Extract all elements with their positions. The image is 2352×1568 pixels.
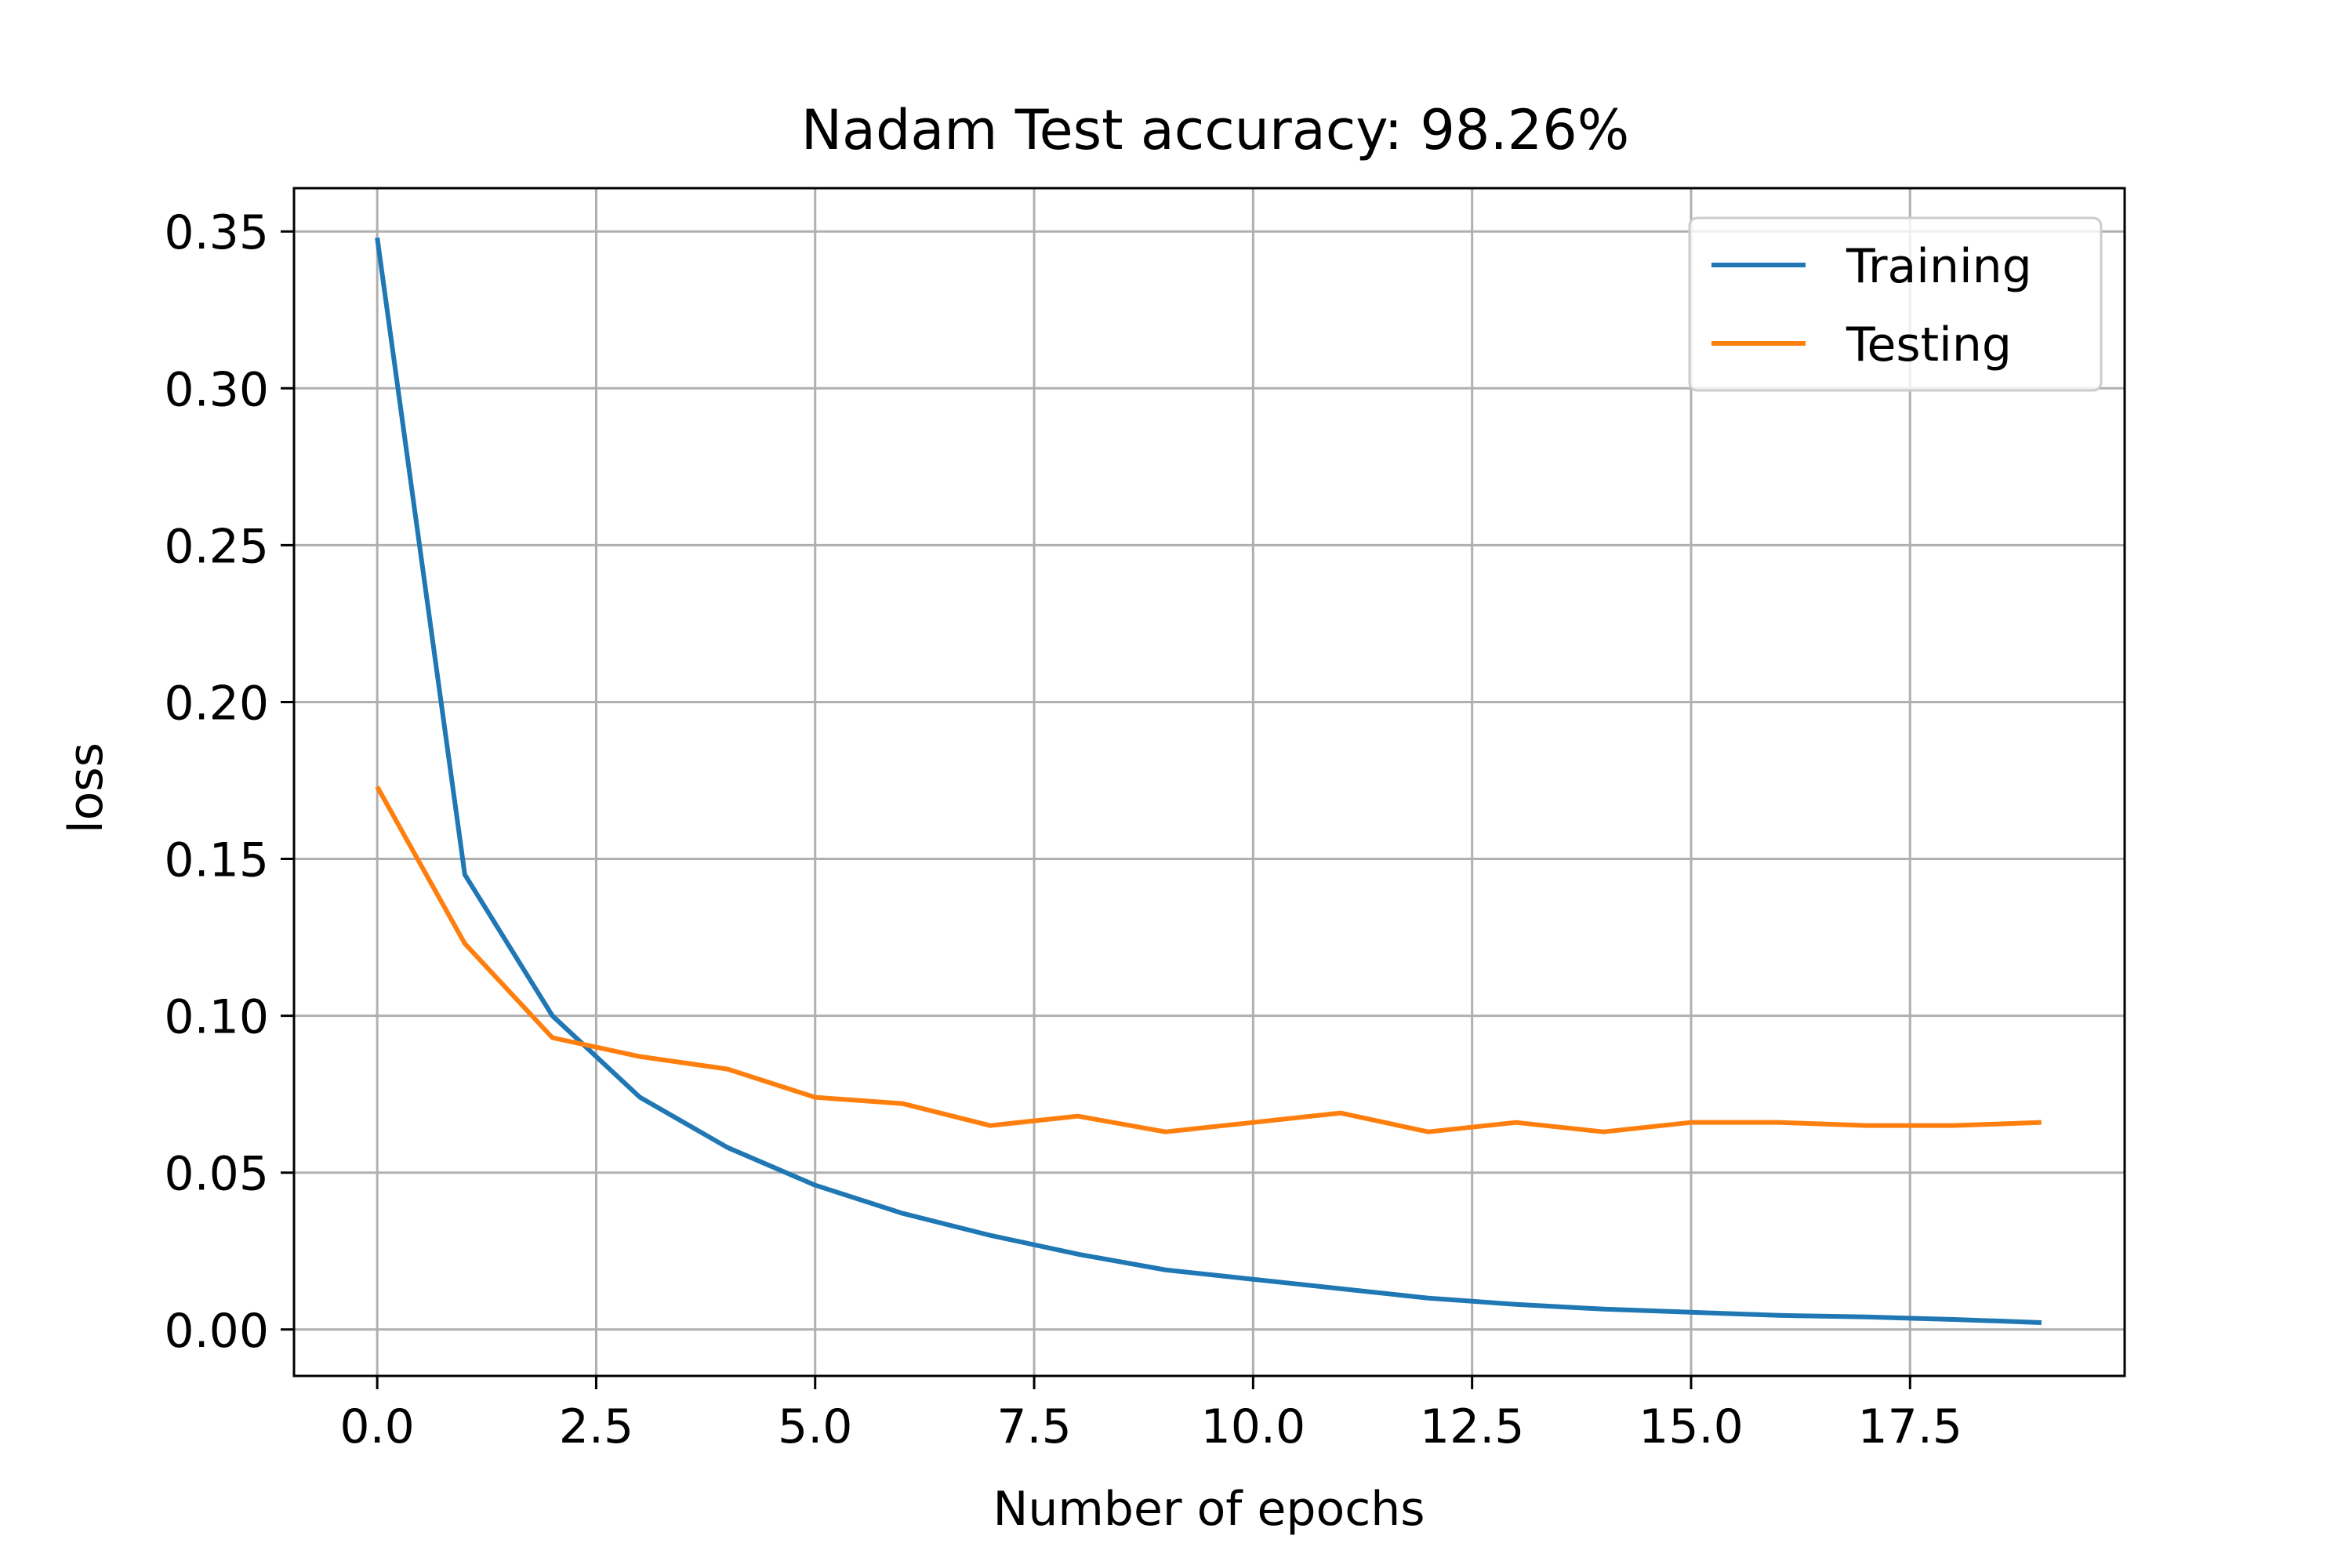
y-tick-label: 0.00 bbox=[164, 1304, 269, 1359]
x-axis-label: Number of epochs bbox=[993, 1482, 1425, 1537]
y-tick-label: 0.20 bbox=[164, 676, 269, 731]
x-tick-label: 12.5 bbox=[1420, 1399, 1525, 1454]
y-tick-label: 0.35 bbox=[164, 205, 269, 260]
legend: Training Testing bbox=[1688, 216, 2103, 392]
y-axis-label: loss bbox=[59, 742, 114, 833]
legend-label-training: Training bbox=[1846, 239, 2032, 294]
chart-title: Nadam Test accuracy: 98.26% bbox=[801, 98, 1630, 162]
x-tick-label: 0.0 bbox=[339, 1399, 414, 1454]
testing-series-line bbox=[375, 786, 2042, 1134]
training-series-line bbox=[375, 237, 2042, 1325]
x-tick-label: 2.5 bbox=[559, 1399, 633, 1454]
legend-box bbox=[1688, 216, 2103, 392]
y-tick-label: 0.30 bbox=[164, 362, 269, 417]
legend-label-testing: Testing bbox=[1846, 318, 2012, 372]
x-tick-label: 17.5 bbox=[1857, 1399, 1962, 1454]
y-tick-label: 0.10 bbox=[164, 990, 269, 1045]
x-tick-label: 5.0 bbox=[778, 1399, 852, 1454]
series-lines bbox=[375, 237, 2042, 1325]
x-tick-label: 15.0 bbox=[1639, 1399, 1744, 1454]
y-tick-label: 0.15 bbox=[164, 833, 269, 888]
y-tick-label: 0.25 bbox=[164, 519, 269, 574]
axis-ticks: 0.0 2.5 5.0 7.5 10.0 12.5 15.0 17.5 0.00 0.05 0.10… bbox=[164, 205, 1962, 1454]
x-tick-label: 10.0 bbox=[1201, 1399, 1306, 1454]
plot-frame bbox=[292, 187, 2126, 1377]
y-tick-label: 0.05 bbox=[164, 1147, 269, 1202]
x-tick-label: 7.5 bbox=[996, 1399, 1071, 1454]
